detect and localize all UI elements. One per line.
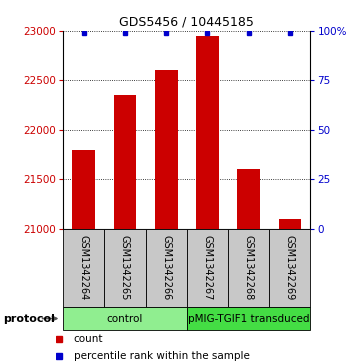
Text: percentile rank within the sample: percentile rank within the sample	[74, 351, 250, 360]
Bar	[269, 229, 310, 307]
Title: GDS5456 / 10445185: GDS5456 / 10445185	[119, 15, 254, 28]
Text: pMIG-TGIF1 transduced: pMIG-TGIF1 transduced	[188, 314, 309, 323]
Text: GSM1342265: GSM1342265	[120, 235, 130, 301]
Bar	[187, 307, 310, 330]
Text: GSM1342266: GSM1342266	[161, 235, 171, 300]
Text: control: control	[107, 314, 143, 323]
Bar	[237, 170, 260, 229]
Bar	[63, 229, 104, 307]
Bar	[63, 307, 187, 330]
Bar	[73, 150, 95, 229]
Bar	[196, 36, 219, 229]
Text: GSM1342264: GSM1342264	[79, 235, 89, 300]
Text: GSM1342269: GSM1342269	[285, 235, 295, 300]
Bar	[155, 70, 178, 229]
Bar	[145, 229, 187, 307]
Bar	[228, 229, 269, 307]
Text: count: count	[74, 334, 103, 344]
Text: protocol: protocol	[4, 314, 56, 323]
Bar	[104, 229, 145, 307]
Bar	[187, 229, 228, 307]
Bar	[279, 219, 301, 229]
Text: GSM1342268: GSM1342268	[244, 235, 254, 300]
Text: GSM1342267: GSM1342267	[203, 235, 212, 301]
Bar	[114, 95, 136, 229]
